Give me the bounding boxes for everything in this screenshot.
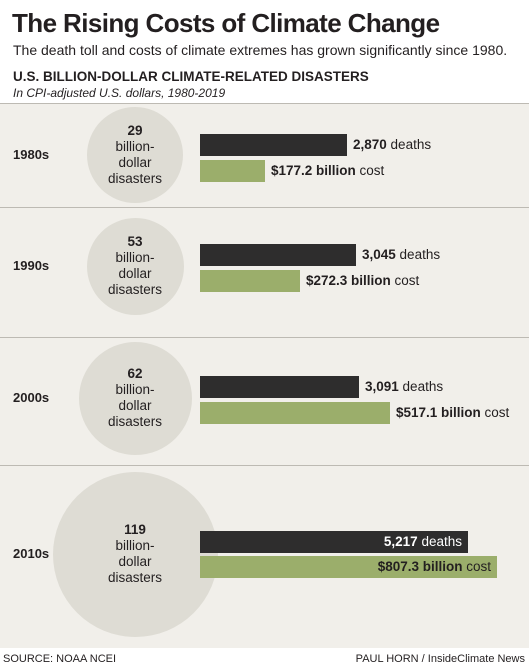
deaths-label: 2,870 deaths [353, 134, 431, 156]
cost-unit: cost [355, 163, 385, 178]
deaths-label: 3,045 deaths [362, 244, 440, 266]
disaster-count-caption: disasters [107, 171, 163, 186]
deaths-value: 3,091 [365, 379, 399, 394]
deaths-unit: deaths [395, 247, 441, 262]
deaths-unit: deaths [417, 534, 462, 549]
disaster-count: 53 [127, 234, 143, 249]
cost-label: $177.2 billion cost [271, 160, 384, 182]
cost-label: $807.3 billion cost [378, 556, 491, 578]
deaths-label: 5,217 deaths [384, 531, 462, 553]
disaster-count-caption: dollar [118, 554, 152, 569]
deaths-value: 5,217 [383, 534, 418, 549]
cost-value: $272.3 billion [306, 273, 391, 288]
disaster-count-caption: disasters [107, 570, 163, 585]
deaths-value: 3,045 [362, 247, 396, 262]
chart-subtitle: The death toll and costs of climate extr… [13, 42, 508, 58]
disaster-count-caption: dollar [118, 266, 152, 281]
cost-label: $272.3 billion cost [306, 270, 419, 292]
cost-value: $517.1 billion [396, 405, 481, 420]
source-credit: SOURCE: NOAA NCEI [3, 653, 117, 665]
disaster-count-circle: 119 billion-dollar disasters [52, 471, 218, 637]
deaths-bar [200, 134, 347, 156]
units-note: In CPI-adjusted U.S. dollars, 1980-2019 [13, 86, 226, 100]
deaths-value: 2,870 [353, 137, 387, 152]
disaster-count: 29 [127, 123, 143, 138]
author-credit: PAUL HORN / InsideClimate News [355, 653, 525, 665]
disaster-count-caption: billion- [115, 139, 155, 154]
cost-unit: cost [462, 559, 491, 574]
decade-label: 2010s [13, 546, 50, 561]
deaths-bar [200, 244, 356, 266]
deaths-unit: deaths [386, 137, 432, 152]
disaster-count-caption: dollar [118, 398, 152, 413]
decade-label: 1990s [13, 258, 50, 273]
deaths-unit: deaths [398, 379, 444, 394]
cost-value: $807.3 billion [377, 559, 463, 574]
disaster-count-circle: 29 billion-dollar disasters [87, 107, 183, 203]
cost-bar [200, 270, 300, 292]
disaster-count-caption: billion- [115, 250, 155, 265]
disaster-count-caption: billion- [115, 382, 155, 397]
disaster-count-caption: disasters [107, 282, 163, 297]
deaths-bar [200, 531, 468, 553]
cost-label: $517.1 billion cost [396, 402, 509, 424]
cost-bar [200, 556, 497, 578]
decade-label: 2000s [13, 390, 50, 405]
decade-label: 1980s [13, 147, 50, 162]
disaster-count-circle: 62 billion-dollar disasters [78, 341, 192, 455]
disaster-count-circle: 53 billion-dollar disasters [86, 217, 184, 315]
cost-bar [200, 160, 265, 182]
cost-unit: cost [480, 405, 510, 420]
deaths-label: 3,091 deaths [365, 376, 443, 398]
disaster-count: 62 [127, 366, 143, 381]
disaster-count-caption: disasters [107, 414, 163, 429]
section-heading: U.S. BILLION-DOLLAR CLIMATE-RELATED DISA… [13, 69, 369, 84]
disaster-count: 119 [124, 522, 146, 537]
cost-bar [200, 402, 390, 424]
deaths-bar [200, 376, 359, 398]
disaster-count-caption: dollar [118, 155, 152, 170]
cost-unit: cost [390, 273, 420, 288]
chart-title: The Rising Costs of Climate Change [12, 8, 440, 38]
disaster-count-caption: billion- [115, 538, 155, 553]
cost-value: $177.2 billion [271, 163, 356, 178]
